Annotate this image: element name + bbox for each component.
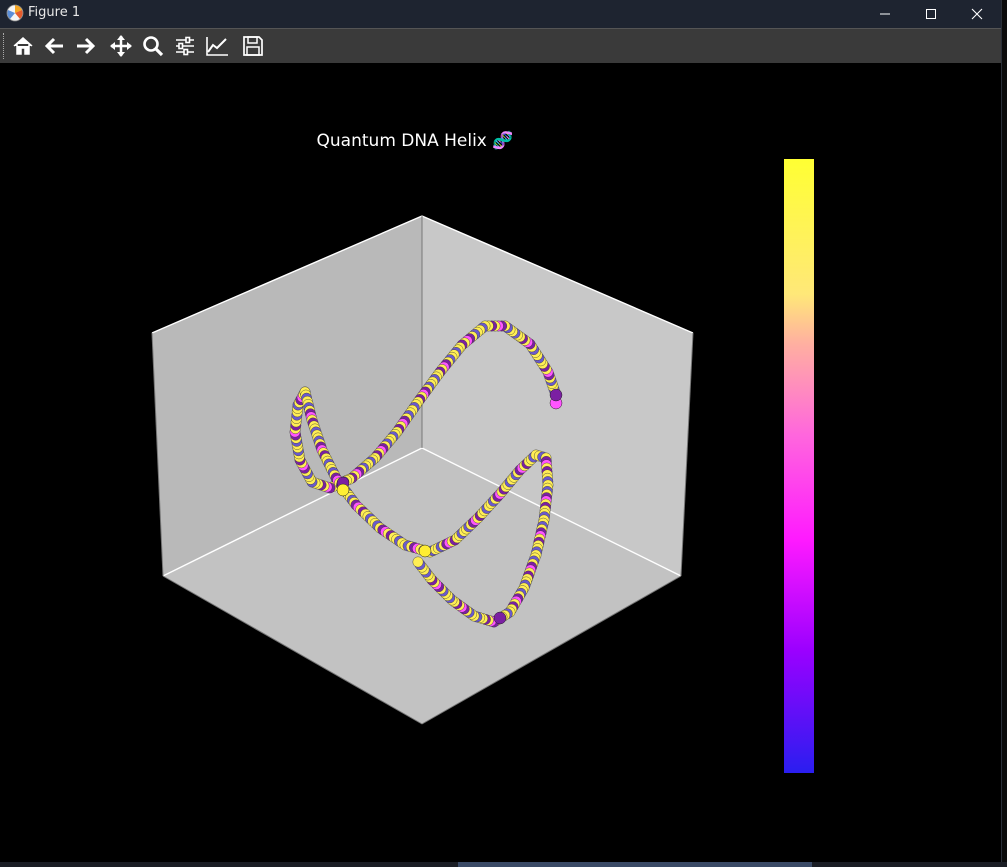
back-icon bbox=[44, 37, 63, 55]
zoom-icon bbox=[143, 36, 164, 57]
floor-pane bbox=[163, 448, 681, 724]
back-left-pane bbox=[152, 216, 422, 576]
navigation-toolbar bbox=[0, 28, 1001, 63]
back-button[interactable] bbox=[42, 34, 68, 58]
helix-point bbox=[418, 544, 432, 558]
zoom-button[interactable] bbox=[140, 34, 166, 58]
toolbar-grip[interactable] bbox=[3, 33, 6, 59]
helix-point bbox=[412, 556, 424, 568]
helix-point bbox=[549, 388, 563, 402]
helix-point bbox=[336, 483, 350, 497]
home-button[interactable] bbox=[10, 34, 36, 58]
forward-icon bbox=[77, 37, 96, 55]
taskbar-preview bbox=[458, 862, 812, 867]
colorbar bbox=[784, 159, 814, 773]
matplotlib-logo-icon bbox=[6, 4, 24, 22]
configure-subplots-button[interactable] bbox=[172, 34, 198, 58]
save-button[interactable] bbox=[240, 34, 266, 58]
window-title: Figure 1 bbox=[28, 5, 81, 20]
pane-edges bbox=[151, 215, 694, 577]
home-icon bbox=[13, 36, 33, 55]
minimize-button[interactable] bbox=[862, 0, 908, 28]
close-icon bbox=[971, 8, 983, 20]
title-bar: Figure 1 bbox=[0, 0, 1001, 28]
edit-axis-button[interactable] bbox=[203, 34, 229, 58]
figure-title: Quantum DNA Helix 🧬 bbox=[316, 131, 514, 151]
forward-button[interactable] bbox=[72, 34, 98, 58]
pan-button[interactable] bbox=[108, 34, 134, 58]
helix-scatter bbox=[289, 320, 563, 628]
configure-subplots-icon bbox=[176, 36, 194, 56]
helix-point bbox=[493, 611, 507, 625]
outer-edges bbox=[151, 216, 694, 725]
close-button[interactable] bbox=[954, 0, 1000, 28]
edit-axis-icon bbox=[206, 37, 228, 56]
save-icon bbox=[243, 36, 263, 56]
minimize-icon bbox=[880, 13, 890, 15]
maximize-icon bbox=[926, 9, 936, 19]
maximize-button[interactable] bbox=[908, 0, 954, 28]
pan-icon bbox=[110, 35, 132, 57]
